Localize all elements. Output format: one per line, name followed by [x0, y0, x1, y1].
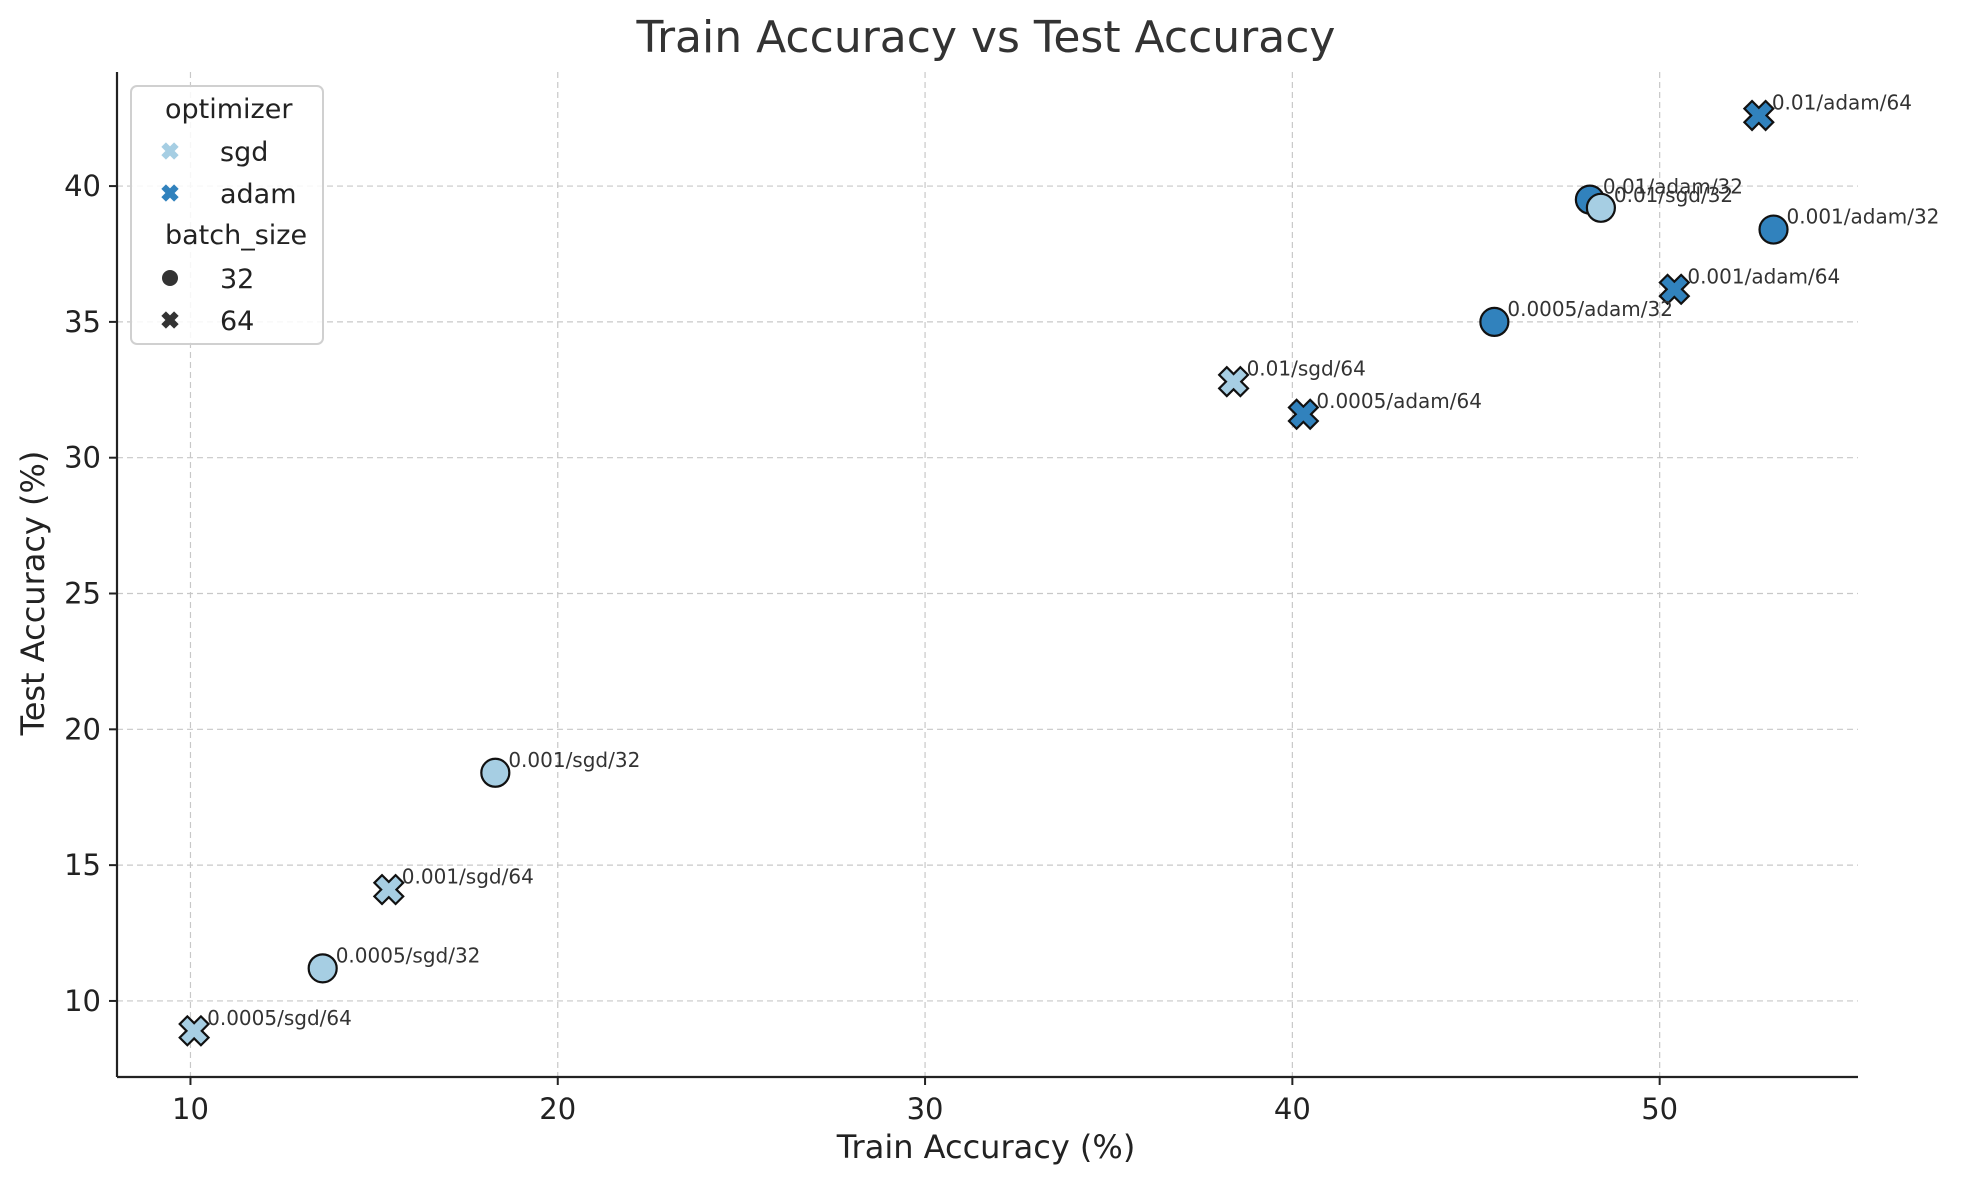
legend-item-batch-64: 64 [220, 306, 254, 337]
data-point-0-001-adam-64 [1658, 273, 1691, 306]
point-label: 0.001/sgd/32 [508, 748, 640, 772]
data-point-0-001-sgd-64 [372, 873, 405, 906]
data-points [178, 99, 1789, 1047]
x-tick-label: 10 [172, 1092, 209, 1126]
x-tick-label: 30 [907, 1092, 944, 1126]
grid [117, 72, 1858, 1077]
point-label: 0.01/sgd/32 [1614, 183, 1733, 207]
data-point-0-01-sgd-32 [1585, 192, 1616, 223]
legend-marker-circle [162, 270, 178, 286]
point-label: 0.0005/sgd/64 [207, 1006, 352, 1030]
data-point-0-001-adam-32 [1758, 214, 1789, 245]
y-tick-label: 40 [64, 169, 101, 203]
point-label: 0.001/sgd/64 [402, 865, 534, 889]
legend-batch-title: batch_size [165, 220, 307, 251]
point-label: 0.01/sgd/64 [1247, 357, 1366, 381]
x-tick-label: 40 [1274, 1092, 1311, 1126]
point-label: 0.01/adam/32 [1603, 175, 1743, 199]
point-label: 0.01/adam/64 [1772, 90, 1912, 114]
data-point-0-0005-adam-32 [1479, 306, 1510, 337]
point-label: 0.0005/adam/64 [1316, 389, 1482, 413]
data-point-0-0005-adam-64 [1287, 398, 1320, 431]
y-tick-label: 25 [64, 577, 101, 611]
x-tick-label: 50 [1641, 1092, 1678, 1126]
legend-item-sgd: sgd [220, 137, 268, 168]
legend-marker-x [161, 311, 179, 329]
point-label: 0.0005/adam/32 [1507, 297, 1673, 321]
point-label: 0.0005/sgd/32 [336, 943, 481, 967]
point-label: 0.001/adam/64 [1687, 264, 1840, 288]
y-tick-label: 35 [64, 305, 101, 339]
data-point-0-01-adam-64 [1742, 99, 1775, 132]
legend-optimizer-title: optimizer [165, 94, 293, 125]
chart-title: Train Accuracy vs Test Accuracy [636, 12, 1336, 63]
legend: optimizer sgd adam batch_size 32 64 [130, 85, 324, 345]
y-tick-label: 15 [64, 848, 101, 882]
point-labels: 0.01/adam/64 0.01/adam/320.01/sgd/32 0.001… [207, 90, 1939, 1029]
axes: 10 20 30 40 50 10 15 20 25 30 35 40 [64, 72, 1858, 1126]
legend-item-adam: adam [220, 179, 297, 210]
legend-marker-sgd [161, 142, 179, 160]
data-point-0-0005-sgd-32 [307, 953, 338, 984]
data-point-0-01-sgd-64 [1217, 365, 1250, 398]
legend-box [130, 85, 324, 345]
legend-marker-adam [161, 184, 179, 202]
point-label: 0.001/adam/32 [1787, 205, 1940, 229]
y-axis-label: Test Accuracy (%) [14, 451, 52, 737]
y-tick-label: 20 [64, 712, 101, 746]
x-tick-label: 20 [539, 1092, 576, 1126]
data-point-0-0005-sgd-64 [178, 1014, 211, 1047]
y-tick-label: 10 [64, 984, 101, 1018]
x-axis-label: Train Accuracy (%) [836, 1128, 1136, 1166]
y-tick-label: 30 [64, 441, 101, 475]
legend-item-batch-32: 32 [220, 264, 254, 295]
data-point-0-001-sgd-32 [480, 757, 511, 788]
